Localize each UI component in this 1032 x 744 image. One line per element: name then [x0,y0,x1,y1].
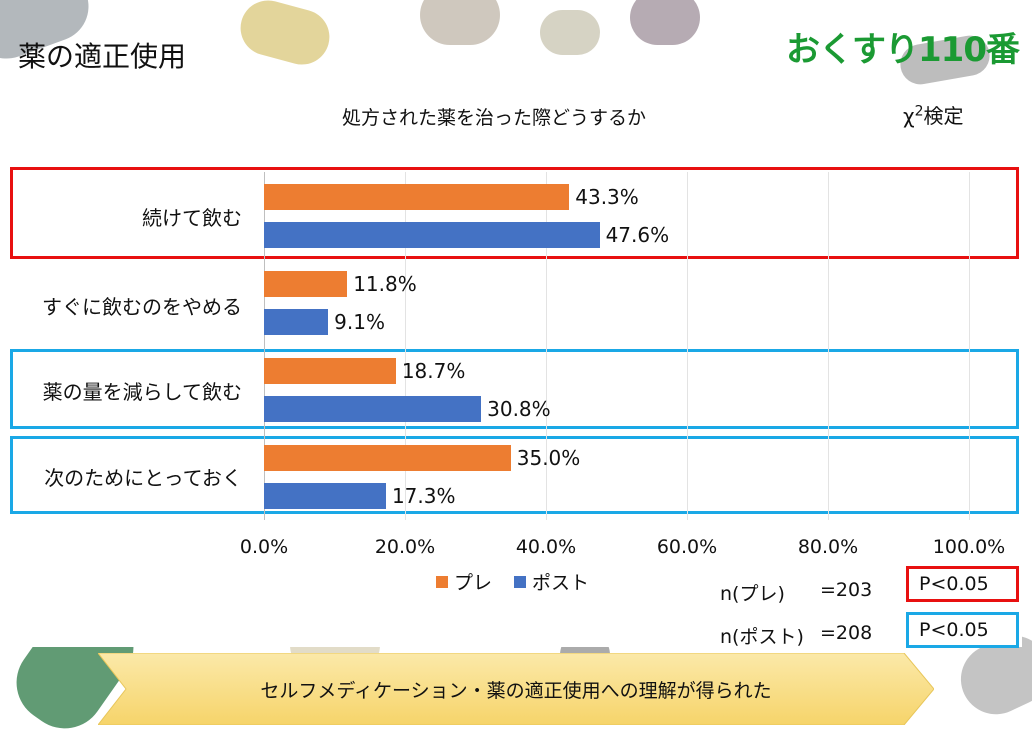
category-label: すぐに飲むのをやめる [42,295,242,319]
decorative-pill-5 [630,0,700,45]
data-label: 30.8% [487,397,551,421]
slide-title: 薬の適正使用 [18,40,187,73]
conclusion-banner-arrow [98,653,934,725]
gridline [828,172,829,520]
decorative-pill-2 [234,0,336,71]
data-label: 35.0% [516,446,581,470]
bar-pre [264,271,348,297]
pre-n-label: n(プレ) [720,583,785,605]
pre-n-value: =203 [820,579,873,601]
x-axis: 0.0% 20.0% 40.0% 60.0% 80.0% 100.0% [240,536,1005,562]
p-value-blue: P<0.05 [906,612,1019,648]
bar-post [264,309,329,335]
statistical-test-label: χ2検定 [903,103,964,128]
gridline [546,172,547,520]
category-label: 続けて飲む [142,206,242,230]
x-tick-label: 0.0% [239,536,289,558]
gridline [405,172,406,520]
x-tick-label: 20.0% [374,536,436,558]
bar-pre [264,445,511,471]
category-label: 薬の量を減らして飲む [42,380,242,404]
legend-swatch-post [514,575,527,588]
data-label: 43.3% [575,185,639,209]
bar-pre [264,184,570,210]
chart-title: 処方された薬を治った際どうするか [342,107,647,129]
data-label: 18.7% [401,359,466,383]
legend-label-post: ポスト [532,572,590,594]
legend-swatch-pre [436,575,448,588]
post-n-label: n(ポスト) [720,626,804,648]
highlight-box-blue-2 [10,436,1019,514]
data-label: 47.6% [605,223,670,247]
data-label: 9.1% [334,310,385,334]
conclusion-banner-text: セルフメディケーション・薬の適正使用への理解が得られた [260,679,772,702]
bar-post [264,222,600,248]
bar-post [264,396,482,422]
x-tick-label: 40.0% [515,536,577,558]
bar-pre [264,358,396,384]
x-tick-label: 80.0% [797,536,859,558]
post-n-value: =208 [820,622,873,644]
brand-logo: おくすり110番 [786,30,1020,70]
category-label: 次のためにとっておく [44,466,242,490]
decorative-pill-3 [420,0,500,45]
x-tick-label: 100.0% [932,536,1006,558]
bar-post [264,483,386,509]
data-label: 11.8% [353,272,417,296]
gridline [969,172,970,520]
highlight-box-blue-1 [10,349,1019,429]
decorative-pill-4 [540,10,600,55]
x-tick-label: 60.0% [656,536,718,558]
gridline [687,172,688,520]
p-value-red: P<0.05 [906,566,1019,602]
data-label: 17.3% [391,484,456,508]
gridline [264,172,265,520]
plot-area: 43.3% 47.6% 11.8% 9.1% 18.7% 30.8% 35.0% 17.3% [264,172,970,520]
highlight-box-red [10,167,1019,259]
legend-label-pre: プレ [454,572,493,594]
legend: プレ ポスト [436,568,589,595]
